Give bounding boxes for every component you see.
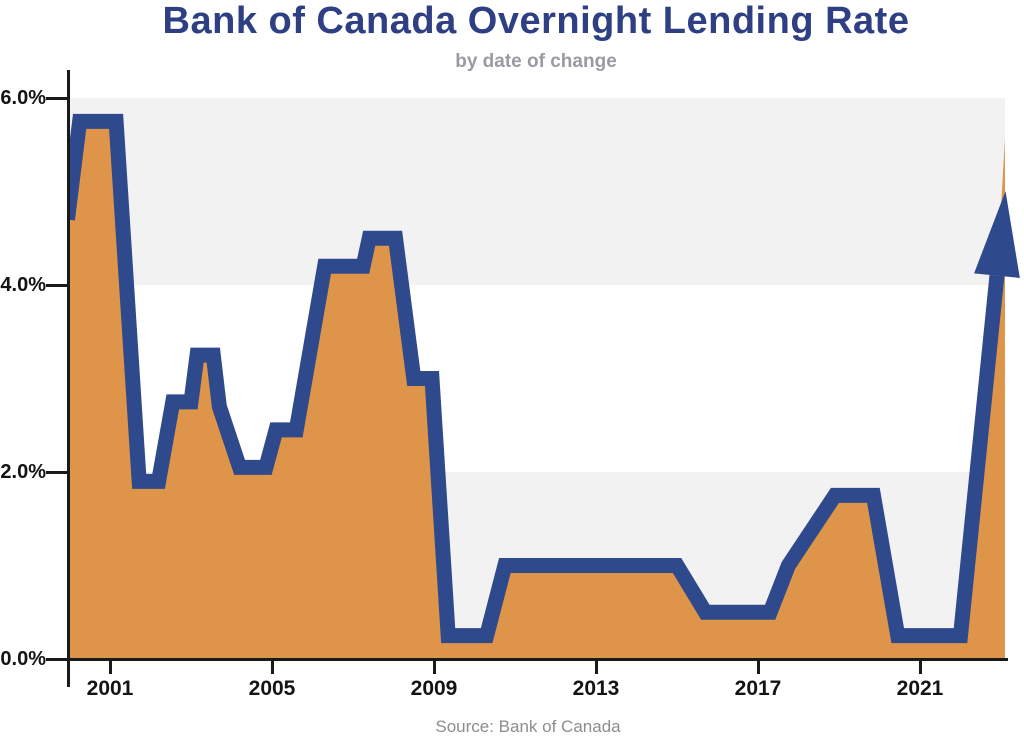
trend-arrowhead-icon [974,191,1020,278]
source-note: Source: Bank of Canada [435,717,621,736]
plot-band [68,98,1005,285]
x-tick-label: 2005 [248,677,296,700]
y-tick-label: 2.0% [0,461,46,483]
y-tick-label: 6.0% [0,87,46,109]
x-tick-label: 2017 [734,677,782,700]
rate-line [68,113,1005,644]
x-tick-label: 2001 [86,677,134,700]
page-title: Bank of Canada Overnight Lending Rate [162,0,910,42]
x-tick-label: 2013 [572,677,620,700]
page-subtitle: by date of change [455,51,617,72]
x-tick-label: 2021 [896,677,944,700]
x-tick-label: 2009 [410,677,458,700]
y-tick-label: 0.0% [0,648,46,670]
rate-area-fill [68,121,1005,659]
y-tick-label: 4.0% [0,274,46,296]
